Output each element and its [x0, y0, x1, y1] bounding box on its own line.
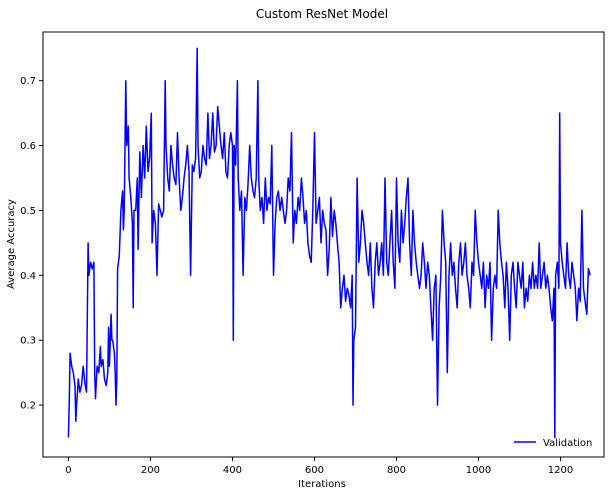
x-axis-ticks: 0 200 400 600 800 1000 1200 — [65, 457, 573, 476]
y-tick-label: 0.2 — [20, 401, 36, 412]
plot-area — [42, 31, 605, 458]
y-tick-label: 0.5 — [20, 206, 36, 217]
y-axis-label: Average Accuracy — [6, 199, 17, 289]
x-tick-label: 1000 — [466, 465, 491, 476]
chart-title: Custom ResNet Model — [256, 7, 388, 21]
x-axis-label: Iterations — [298, 479, 346, 490]
x-tick-label: 800 — [387, 465, 406, 476]
x-tick-label: 600 — [305, 465, 324, 476]
y-tick-label: 0.4 — [20, 271, 36, 282]
y-tick-label: 0.7 — [20, 76, 36, 87]
legend: Validation — [514, 438, 592, 449]
y-axis-ticks: 0.2 0.3 0.4 0.5 0.6 0.7 — [20, 76, 43, 412]
x-tick-label: 0 — [65, 465, 71, 476]
plot-frame — [42, 31, 605, 458]
x-tick-label: 200 — [141, 465, 160, 476]
x-tick-label: 400 — [223, 465, 242, 476]
y-tick-label: 0.3 — [20, 336, 36, 347]
x-tick-label: 1200 — [548, 465, 573, 476]
series-line-validation — [67, 47, 591, 439]
legend-label-validation: Validation — [543, 438, 592, 449]
y-tick-label: 0.6 — [20, 141, 36, 152]
